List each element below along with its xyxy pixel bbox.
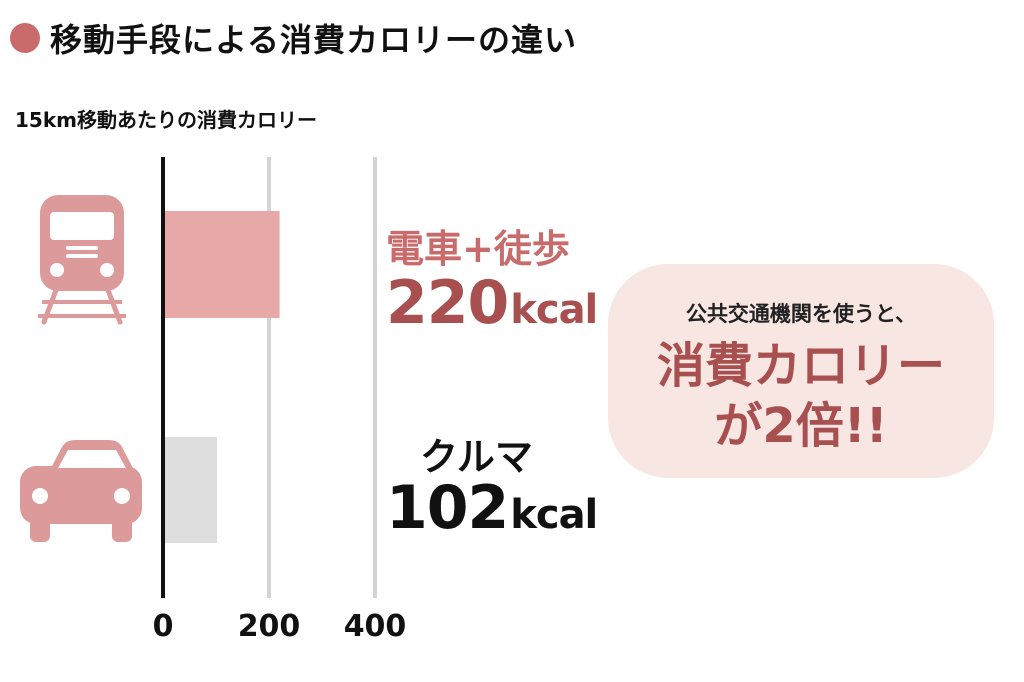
car-label: クルマ bbox=[420, 426, 533, 481]
car-kcal-unit: kcal bbox=[510, 492, 598, 538]
callout-line-2: が2倍!! bbox=[714, 398, 888, 454]
callout-headline: 消費カロリー が2倍!! bbox=[608, 336, 994, 456]
callout-bubble: 公共交通機関を使うと、 消費カロリー が2倍!! bbox=[608, 264, 994, 478]
train-label: 電車+徒歩 220 kcal bbox=[386, 218, 598, 338]
bar-car bbox=[163, 437, 218, 543]
bars bbox=[163, 211, 280, 543]
chart-subtitle: 15km移動あたりの消費カロリー bbox=[15, 108, 317, 132]
x-tick-label-200: 200 bbox=[238, 609, 301, 644]
car-kcal: 102 kcal bbox=[386, 473, 598, 543]
x-tick-label-0: 0 bbox=[153, 609, 174, 644]
train-kcal: 220 kcal bbox=[386, 268, 598, 338]
car-kcal-block: 102 kcal bbox=[386, 473, 598, 543]
x-tick-label-400: 400 bbox=[344, 609, 407, 644]
train-kcal-value: 220 bbox=[386, 268, 509, 338]
title-row: 移動手段による消費カロリーの違い bbox=[10, 14, 577, 62]
callout-lead: 公共交通機関を使うと、 bbox=[685, 302, 917, 326]
car-icon bbox=[20, 440, 142, 542]
bar-train bbox=[163, 211, 280, 318]
car-mode-name: クルマ bbox=[420, 435, 533, 479]
train-mode-name: 電車+徒歩 bbox=[386, 227, 570, 271]
callout-line-1: 消費カロリー bbox=[656, 338, 945, 394]
x-tick-labels: 0 200 400 bbox=[153, 609, 407, 644]
grid-lines bbox=[267, 157, 377, 598]
train-icon bbox=[38, 195, 126, 325]
page-title: 移動手段による消費カロリーの違い bbox=[50, 21, 578, 59]
train-kcal-unit: kcal bbox=[510, 287, 598, 333]
title-bullet-icon bbox=[10, 23, 40, 53]
car-kcal-value: 102 bbox=[386, 473, 509, 543]
